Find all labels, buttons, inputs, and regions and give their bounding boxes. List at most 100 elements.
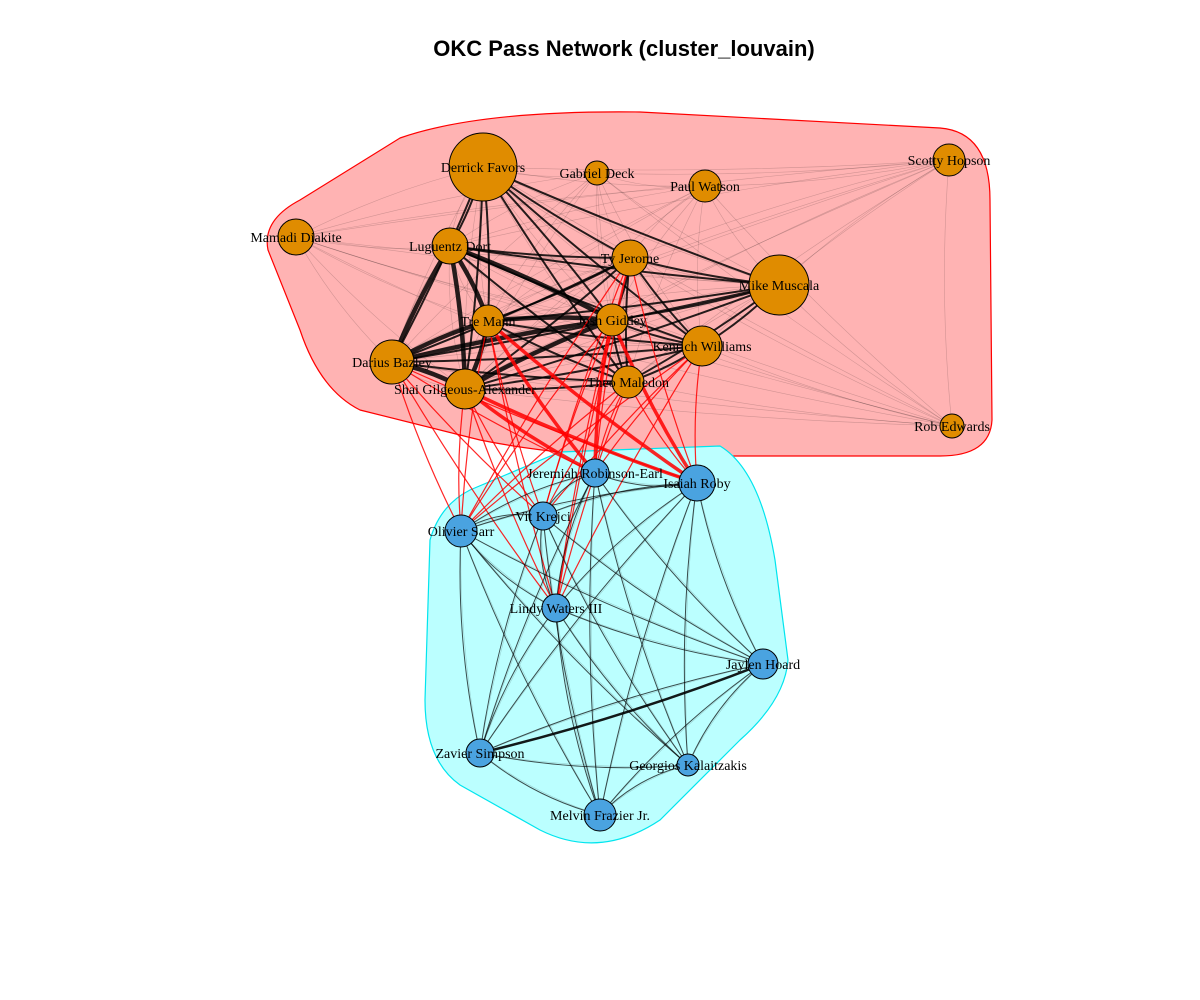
- pass-edge: [629, 257, 698, 484]
- pass-edge: [482, 166, 703, 347]
- node-label: Gabriel Deck: [559, 167, 634, 182]
- pass-edge: [590, 472, 601, 816]
- node-label: Georgios Kalaitzakis: [629, 759, 747, 774]
- node-theo-maledon: Theo Maledon: [587, 365, 669, 399]
- pass-edge: [487, 320, 953, 427]
- pass-edge: [611, 185, 706, 321]
- pass-edge: [295, 236, 466, 390]
- pass-edge: [482, 166, 703, 347]
- node-label: Theo Maledon: [587, 376, 669, 391]
- pass-edge: [599, 663, 764, 816]
- pass-edge: [391, 257, 631, 363]
- pass-edge: [482, 166, 780, 286]
- pass-edge: [555, 607, 601, 816]
- pass-edge: [542, 515, 764, 665]
- pass-edge: [542, 515, 689, 766]
- pass-edge: [594, 472, 689, 766]
- pass-edge: [460, 530, 601, 816]
- node-label: Ty Jerome: [601, 252, 660, 267]
- pass-edge: [594, 472, 689, 766]
- pass-edge: [487, 284, 780, 322]
- pass-edge: [555, 345, 703, 609]
- node-label: Luguentz Dort: [409, 240, 491, 255]
- node-mamadi-diakite: Mamadi Diakite: [250, 218, 342, 256]
- pass-edge: [542, 381, 629, 517]
- pass-edge: [487, 320, 557, 609]
- node-layer: Derrick Favors Gabriel Deck Paul Watson Sco…: [250, 132, 991, 832]
- node-label: Derrick Favors: [441, 161, 525, 176]
- node-circle: [747, 648, 779, 680]
- pass-edge: [555, 257, 631, 609]
- pass-edge: [449, 245, 780, 286]
- node-label: Isaiah Roby: [663, 477, 730, 492]
- node-label: Shai Gilgeous-Alexander: [394, 383, 536, 398]
- node-label: Josh Giddey: [577, 314, 647, 329]
- node-josh-giddey: Josh Giddey: [577, 303, 647, 337]
- node-zavier-simpson: Zavier Simpson: [435, 738, 525, 768]
- pass-edge: [555, 607, 764, 665]
- pass-edge: [701, 345, 953, 427]
- pass-edge: [627, 381, 953, 427]
- pass-edge: [460, 530, 764, 665]
- node-circle: [748, 254, 810, 316]
- pass-edge: [295, 185, 706, 238]
- pass-edge: [479, 662, 764, 755]
- node-circle: [939, 413, 965, 439]
- node-darius-bazley: Darius Bazley: [352, 339, 432, 385]
- node-circle: [932, 143, 966, 177]
- node-circle: [611, 365, 645, 399]
- pass-edge: [629, 159, 950, 259]
- pass-edge: [701, 159, 950, 347]
- node-circle: [678, 464, 716, 502]
- pass-edge: [391, 361, 596, 474]
- pass-edge: [479, 515, 544, 754]
- pass-edge: [944, 159, 953, 427]
- pass-edge: [542, 515, 764, 665]
- node-label: Lindy Waters III: [510, 602, 603, 617]
- pass-edge: [599, 482, 698, 816]
- pass-edge: [460, 381, 629, 532]
- pass-edge: [449, 245, 629, 383]
- pass-edge: [696, 482, 764, 665]
- node-derrick-favors: Derrick Favors: [441, 132, 525, 202]
- pass-edge: [594, 472, 764, 665]
- pass-edge: [595, 172, 613, 321]
- node-label: Mamadi Diakite: [250, 231, 341, 246]
- node-circle: [688, 169, 722, 203]
- pass-edge: [627, 185, 706, 383]
- pass-edge: [460, 345, 703, 532]
- pass-edge: [542, 345, 703, 517]
- node-label: Jeremiah Robinson-Earl: [527, 467, 663, 482]
- pass-edge: [295, 236, 489, 322]
- node-jeremiah-robinson-earl: Jeremiah Robinson-Earl: [527, 458, 663, 488]
- pass-edge: [479, 482, 698, 754]
- pass-edge: [487, 320, 629, 383]
- pass-edge: [683, 482, 698, 766]
- pass-edge: [596, 159, 950, 175]
- node-label: Jaylen Hoard: [726, 658, 800, 673]
- pass-edge: [542, 257, 631, 517]
- node-circle: [595, 303, 629, 337]
- pass-edge: [459, 530, 481, 754]
- pass-edge: [295, 159, 950, 238]
- pass-edge: [460, 530, 764, 665]
- node-kenrich-williams: Kenrich Williams: [652, 325, 752, 367]
- node-circle: [444, 514, 478, 548]
- edge-layer: [295, 159, 953, 816]
- node-circle: [448, 132, 518, 202]
- pass-edge: [460, 530, 601, 816]
- node-label: Scotty Hopson: [908, 154, 991, 169]
- node-olivier-sarr: Olivier Sarr: [428, 514, 495, 548]
- pass-edge: [685, 482, 698, 766]
- pass-edge: [295, 236, 780, 286]
- pass-edge: [704, 185, 953, 427]
- pass-edge: [391, 361, 544, 517]
- pass-edge: [611, 159, 950, 321]
- pass-edge: [555, 607, 764, 665]
- pass-edge: [391, 361, 698, 484]
- pass-edge: [487, 320, 703, 347]
- pass-edge: [486, 319, 698, 485]
- pass-edge: [589, 472, 601, 816]
- pass-edge: [599, 663, 764, 816]
